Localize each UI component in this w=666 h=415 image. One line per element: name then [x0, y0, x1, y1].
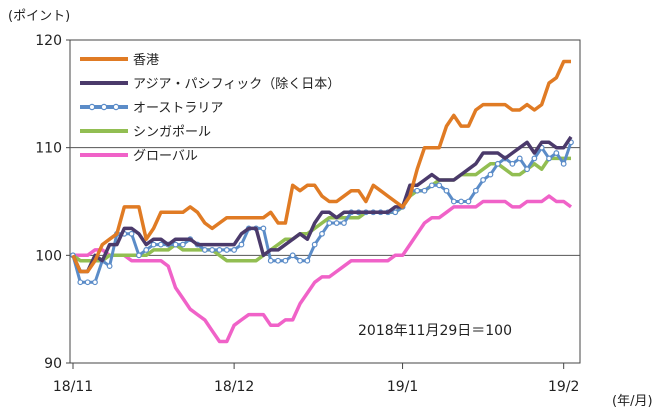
data-point — [92, 279, 98, 286]
y-unit-label: (ポイント) — [8, 9, 70, 24]
legend-label: グローバル — [133, 149, 198, 164]
series-line — [71, 59, 571, 274]
series-3 — [71, 156, 571, 263]
data-point — [392, 209, 399, 216]
y-tick-label: 110 — [35, 141, 62, 157]
data-point — [84, 279, 91, 286]
data-point — [487, 171, 494, 178]
data-point — [260, 225, 267, 232]
x-tick-label: 19/2 — [548, 379, 579, 395]
data-point — [223, 247, 230, 253]
legend-marker — [88, 103, 96, 111]
y-axis: 90 100 110 120 — [35, 33, 70, 372]
data-point — [428, 182, 435, 189]
data-point — [436, 182, 443, 189]
series-4 — [73, 194, 573, 344]
data-point — [157, 241, 164, 248]
data-point — [216, 247, 223, 253]
data-point — [326, 220, 333, 226]
data-point — [231, 247, 238, 253]
data-point — [450, 198, 457, 205]
data-point — [136, 252, 142, 259]
data-point — [546, 155, 552, 162]
x-tick-label: 19/1 — [387, 379, 418, 395]
base-date-note: 2018年11月29日＝100 — [358, 323, 512, 339]
series-0 — [71, 59, 571, 274]
y-tick-label: 100 — [35, 248, 62, 264]
legend-label: 香港 — [133, 53, 159, 68]
data-point — [480, 177, 487, 183]
legend-label: オーストラリア — [133, 101, 223, 116]
data-point — [172, 241, 179, 248]
data-point — [509, 160, 516, 167]
legend-label: アジア・パシフィック（除く日本） — [133, 77, 340, 92]
data-point — [238, 241, 245, 248]
data-point — [143, 247, 150, 253]
data-point — [414, 187, 421, 194]
data-point — [282, 257, 289, 264]
data-point — [201, 247, 208, 253]
legend-marker — [112, 103, 120, 111]
data-point — [77, 279, 84, 286]
x-axis: 18/11 18/12 19/1 19/2 — [53, 363, 579, 395]
data-point — [560, 160, 567, 167]
plot-area — [69, 39, 581, 364]
data-point — [209, 247, 216, 253]
data-point — [531, 155, 538, 162]
data-point — [289, 252, 296, 259]
data-point — [128, 230, 135, 237]
reference-lines — [70, 147, 580, 256]
data-point — [472, 187, 479, 194]
data-point — [267, 257, 274, 264]
data-point — [553, 150, 560, 156]
series-lines — [70, 59, 574, 344]
data-point — [106, 263, 113, 270]
data-point — [150, 241, 157, 248]
series-line — [71, 156, 571, 263]
data-point — [319, 230, 325, 237]
data-point — [297, 257, 303, 264]
x-unit-label: (年/月) — [612, 394, 653, 409]
data-point — [275, 257, 281, 264]
data-point — [524, 166, 530, 173]
x-tick-label: 18/11 — [53, 379, 93, 395]
data-point — [458, 198, 465, 205]
series-line — [71, 135, 573, 274]
data-point — [465, 198, 472, 205]
data-point — [311, 241, 318, 248]
data-point — [304, 257, 311, 264]
y-tick-label: 90 — [44, 356, 62, 372]
data-point — [421, 187, 428, 194]
y-tick-label: 120 — [35, 33, 62, 49]
legend-marker — [100, 103, 108, 111]
data-point — [341, 220, 347, 226]
x-tick-label: 18/12 — [214, 379, 254, 395]
data-point — [516, 155, 523, 162]
data-point — [494, 160, 501, 167]
series-line — [73, 194, 573, 344]
data-point — [333, 220, 340, 226]
legend-label: シンガポール — [133, 125, 211, 140]
data-point — [443, 187, 450, 194]
series-1 — [71, 135, 573, 274]
data-point — [179, 241, 186, 248]
